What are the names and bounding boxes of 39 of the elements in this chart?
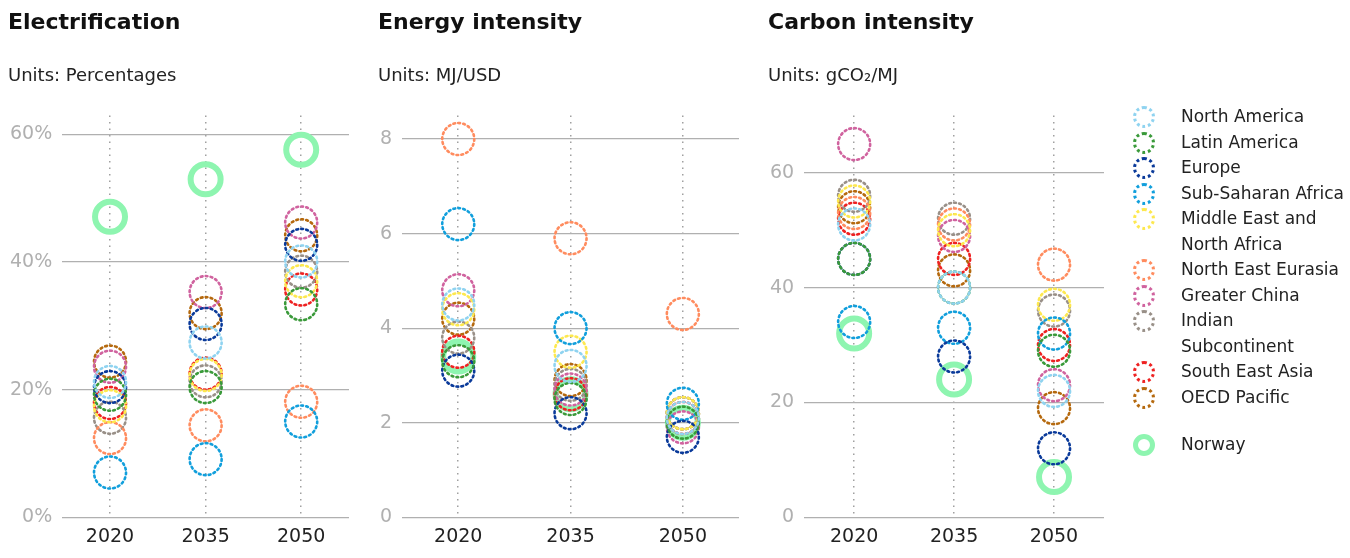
legend-label: Sub-Saharan Africa [1181, 181, 1344, 205]
legend-label: North East Eurasia [1181, 258, 1339, 281]
x-tick-label: 2050 [1029, 523, 1079, 546]
chart-title: Energy intensity [377, 8, 583, 36]
legend-label: South East Asia [1181, 360, 1314, 383]
chart-subtitle: Units: gCO₂/MJ [767, 63, 900, 87]
y-tick-label: 60% [10, 121, 53, 144]
y-tick-label: 0 [782, 504, 795, 527]
y-tick-label: 2 [379, 409, 393, 432]
legend-label: Latin America [1181, 130, 1299, 154]
x-tick-label: 2020 [85, 523, 135, 546]
x-tick-label: 2050 [658, 523, 708, 546]
legend-label: Norway [1181, 433, 1246, 456]
y-tick-label: 60 [769, 159, 795, 182]
x-tick-label: 2050 [277, 523, 326, 546]
legend-label: Middle East and North Africa [1181, 207, 1318, 256]
y-tick-label: 0 [379, 504, 393, 527]
y-tick-label: 20% [10, 376, 53, 399]
y-tick-label: 6 [379, 220, 393, 243]
y-tick-label: 40% [10, 249, 53, 272]
chart-title: Carbon intensity [767, 8, 975, 36]
chart-title: Electrification [7, 8, 182, 36]
x-tick-label: 2020 [829, 523, 879, 546]
legend-label: Greater China [1181, 283, 1300, 307]
chart-subtitle: Units: MJ/USD [377, 63, 503, 87]
legend-label: Europe [1181, 156, 1241, 179]
legend-label: Indian Subcontinent [1181, 309, 1295, 358]
y-tick-label: 4 [379, 315, 393, 338]
x-tick-label: 2035 [929, 523, 979, 546]
x-tick-label: 2020 [434, 523, 483, 546]
legend-label: North America [1181, 105, 1305, 128]
y-tick-label: 0% [22, 504, 53, 527]
y-tick-label: 40 [769, 274, 795, 297]
chart-subtitle: Units: Percentages [7, 63, 178, 87]
y-tick-label: 8 [379, 125, 393, 148]
x-tick-label: 2035 [181, 523, 230, 546]
x-tick-label: 2035 [546, 523, 595, 546]
y-tick-label: 20 [769, 389, 795, 412]
legend-label: OECD Pacific [1181, 385, 1290, 409]
